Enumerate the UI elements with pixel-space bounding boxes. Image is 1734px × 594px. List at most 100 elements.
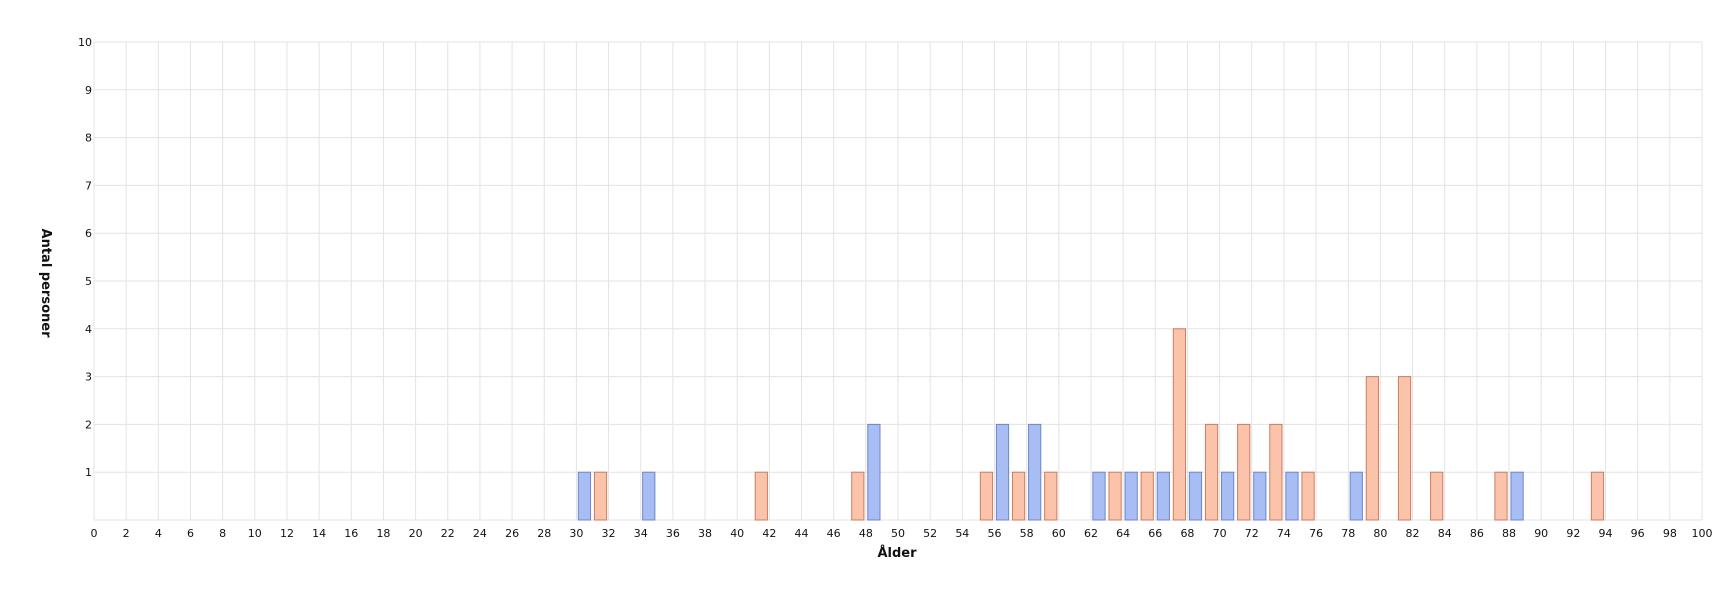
bar-series-1 [1253, 471, 1267, 521]
bar-series-1 [1156, 471, 1170, 521]
x-tick-label: 72 [1245, 527, 1259, 540]
x-tick-label: 92 [1566, 527, 1580, 540]
y-tick-label: 9 [85, 84, 92, 97]
bar-series-2 [1204, 423, 1219, 521]
x-tick-label: 82 [1406, 527, 1420, 540]
x-tick-label: 66 [1148, 527, 1162, 540]
bar-series-1 [1188, 471, 1203, 521]
y-tick-label: 7 [85, 179, 92, 192]
x-tick-label: 10 [248, 527, 262, 540]
x-tick-label: 46 [827, 527, 841, 540]
bar-series-1 [1285, 471, 1299, 521]
x-tick-label: 22 [441, 527, 455, 540]
bar-series-1 [995, 423, 1010, 521]
x-tick-label: 56 [987, 527, 1001, 540]
bar-series-2 [1590, 471, 1605, 521]
y-tick-label: 10 [78, 36, 92, 49]
x-tick-label: 86 [1470, 527, 1484, 540]
bar-series-2 [1269, 423, 1283, 521]
x-tick-label: 40 [730, 527, 744, 540]
x-tick-label: 84 [1438, 527, 1452, 540]
y-tick-label: 3 [85, 371, 92, 384]
x-tick-label: 54 [955, 527, 969, 540]
bar-series-1 [577, 471, 592, 521]
bar-series-1 [867, 423, 881, 521]
x-tick-label: 28 [537, 527, 551, 540]
bar-series-2 [1430, 471, 1444, 521]
x-tick-label: 80 [1373, 527, 1387, 540]
bar-series-1 [1028, 423, 1042, 521]
x-tick-label: 90 [1534, 527, 1548, 540]
x-tick-label: 14 [312, 527, 326, 540]
y-tick-label: 4 [85, 323, 92, 336]
x-tick-label: 78 [1341, 527, 1355, 540]
y-tick-label: 2 [85, 418, 92, 431]
x-tick-label: 24 [473, 527, 487, 540]
x-tick-label: 44 [795, 527, 809, 540]
bar-series-2 [593, 471, 608, 521]
x-tick-label: 100 [1692, 527, 1713, 540]
x-tick-label: 96 [1631, 527, 1645, 540]
x-tick-label: 18 [376, 527, 390, 540]
bar-series-2 [1237, 423, 1251, 521]
bar-series-2 [1140, 471, 1154, 521]
x-tick-label: 48 [859, 527, 873, 540]
bar-series-2 [1397, 376, 1412, 521]
x-tick-label: 12 [280, 527, 294, 540]
x-tick-label: 98 [1663, 527, 1677, 540]
bar-series-1 [1349, 471, 1363, 521]
x-tick-label: 34 [634, 527, 648, 540]
bar-series-2 [1044, 471, 1058, 521]
bar-series-2 [1365, 376, 1379, 521]
x-tick-label: 16 [344, 527, 358, 540]
x-axis-title: Ålder [877, 545, 917, 561]
bar-series-2 [1301, 471, 1315, 521]
bar-series-2 [754, 471, 768, 521]
bar-series-1 [642, 471, 656, 521]
x-tick-label: 50 [891, 527, 905, 540]
bar-series-2 [1011, 471, 1026, 521]
x-tick-label: 58 [1020, 527, 1034, 540]
x-tick-label: 4 [155, 527, 162, 540]
x-tick-label: 32 [602, 527, 616, 540]
bar-series-1 [1510, 471, 1524, 521]
x-tick-label: 8 [219, 527, 226, 540]
x-tick-label: 94 [1599, 527, 1613, 540]
x-tick-label: 60 [1052, 527, 1066, 540]
bar-series-2 [851, 471, 865, 521]
y-tick-label: 8 [85, 132, 92, 145]
x-tick-label: 62 [1084, 527, 1098, 540]
x-tick-label: 30 [569, 527, 583, 540]
y-axis-title: Antal personer [38, 229, 53, 339]
x-tick-label: 68 [1180, 527, 1194, 540]
y-tick-label: 6 [85, 227, 92, 240]
x-tick-label: 0 [91, 527, 98, 540]
x-tick-label: 2 [123, 527, 130, 540]
bar-layer [577, 328, 1605, 521]
x-tick-label: 74 [1277, 527, 1291, 540]
bar-series-2 [979, 471, 994, 521]
bar-series-2 [1172, 328, 1187, 521]
y-tick-label: 5 [85, 275, 92, 288]
x-tick-label: 38 [698, 527, 712, 540]
x-tick-label: 76 [1309, 527, 1323, 540]
x-tick-label: 70 [1213, 527, 1227, 540]
x-tick-label: 52 [923, 527, 937, 540]
x-tick-label: 6 [187, 527, 194, 540]
y-tick-label: 1 [85, 466, 92, 479]
bar-series-1 [1124, 471, 1138, 521]
x-tick-label: 42 [762, 527, 776, 540]
x-tick-label: 88 [1502, 527, 1516, 540]
bar-series-1 [1092, 471, 1106, 521]
bar-series-2 [1494, 471, 1508, 521]
x-tick-label: 20 [409, 527, 423, 540]
bar-series-1 [1221, 471, 1235, 521]
tick-layer: 0 2 4 6 8 10 12 14 16 18 20 22 24 26 28 30 32 34 36 38 40 42 4… [78, 36, 1713, 540]
x-tick-label: 64 [1116, 527, 1130, 540]
grid-layer [93, 41, 1703, 521]
bar-series-2 [1108, 471, 1122, 521]
x-tick-label: 36 [666, 527, 680, 540]
x-tick-label: 26 [505, 527, 519, 540]
